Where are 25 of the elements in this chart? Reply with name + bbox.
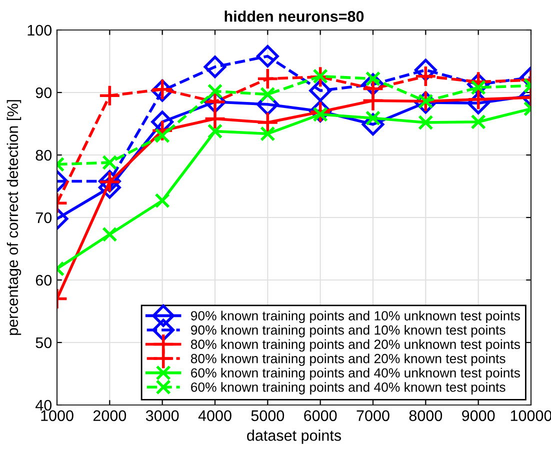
y-tick-label: 70 xyxy=(36,212,52,224)
y-tick-label: 50 xyxy=(36,337,52,348)
legend-label: 80% known training points and 20% unknown test points xyxy=(190,339,520,352)
x-tick-label: 2000 xyxy=(93,410,126,422)
x-axis-title: dataset points xyxy=(247,430,342,444)
x-tick-label: 6000 xyxy=(304,410,337,422)
y-tick-label: 90 xyxy=(36,87,52,98)
x-tick-label: 9000 xyxy=(462,410,495,422)
legend-label: 60% known training points and 40% unknown test points xyxy=(191,368,520,380)
y-tick-label: 40 xyxy=(36,400,52,411)
y-tick-label: 100 xyxy=(28,24,52,36)
legend-label: 60% known training points and 40% known test points xyxy=(191,382,506,394)
y-tick-label: 60 xyxy=(36,274,52,286)
x-tick-label: 3000 xyxy=(146,410,179,422)
x-tick-label: 1000 xyxy=(41,410,74,422)
x-tick-label: 4000 xyxy=(198,410,232,422)
x-tick-label: 7000 xyxy=(356,410,390,422)
legend-label: 80% known training points and 20% known test points xyxy=(190,354,506,366)
y-tick-label: 80 xyxy=(36,150,52,161)
y-axis-title: percentage of correct detection [%] xyxy=(6,100,22,335)
x-tick-label: 8000 xyxy=(409,410,442,422)
x-tick-label: 5000 xyxy=(251,410,284,422)
legend-label: 90% known training points and 10% unknown test points xyxy=(191,310,520,324)
chart-title: hidden neurons=80 xyxy=(224,10,364,22)
legend-label: 90% known training points and 10% known test points xyxy=(191,325,506,338)
